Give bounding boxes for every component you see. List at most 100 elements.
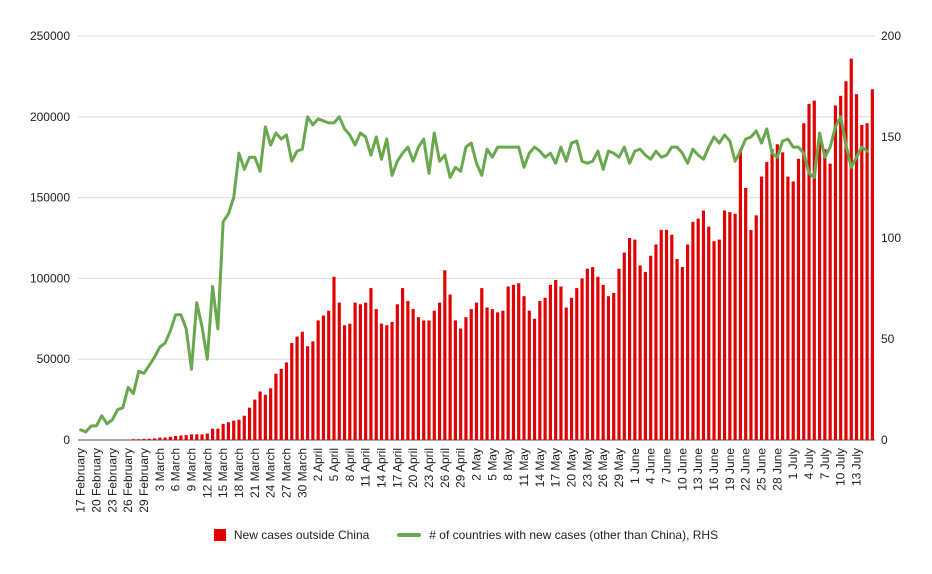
bar xyxy=(459,328,463,440)
bar xyxy=(274,373,278,440)
x-tick-label: 8 April xyxy=(343,448,357,481)
x-tick-label: 6 March xyxy=(169,448,183,491)
bar xyxy=(759,176,764,441)
x-tick-label: 20 April xyxy=(406,448,420,488)
bar xyxy=(538,301,542,440)
bar xyxy=(263,394,267,440)
bar xyxy=(606,296,611,440)
legend-swatch-bars xyxy=(213,529,226,541)
bar xyxy=(744,187,748,440)
bar xyxy=(770,149,774,440)
bar xyxy=(712,241,716,440)
bar xyxy=(337,302,341,440)
bar xyxy=(232,420,236,440)
left-axis: 0 50000 100000 150000 200000 250000 xyxy=(30,29,70,447)
x-tick-label: 23 April xyxy=(422,448,436,488)
bar xyxy=(374,309,378,440)
bar xyxy=(627,238,632,440)
bar xyxy=(754,215,758,440)
bar xyxy=(174,435,178,440)
series-line xyxy=(79,115,869,434)
left-tick-label: 0 xyxy=(63,433,70,447)
bar xyxy=(554,280,558,440)
bar xyxy=(569,297,574,440)
bar xyxy=(237,419,241,440)
bar xyxy=(216,428,220,440)
left-tick-label: 150000 xyxy=(30,191,70,205)
bar xyxy=(200,434,204,440)
bar xyxy=(564,307,568,440)
bar xyxy=(152,438,157,440)
bar xyxy=(443,270,447,440)
x-tick-label: 26 February xyxy=(121,448,135,513)
x-tick-label: 19 June xyxy=(723,448,737,491)
bar xyxy=(369,288,373,440)
bar xyxy=(496,312,500,440)
bar xyxy=(527,310,531,440)
x-tick-label: 17 May xyxy=(549,448,563,487)
x-tick-label: 27 March xyxy=(279,448,293,498)
x-tick-label: 12 March xyxy=(200,448,214,498)
bar xyxy=(353,302,357,440)
bar xyxy=(839,95,843,441)
bar xyxy=(448,294,452,440)
bar xyxy=(791,181,795,440)
legend: New cases outside China # of countries w… xyxy=(0,528,932,542)
bar xyxy=(654,244,658,440)
bar xyxy=(469,309,473,440)
bar xyxy=(205,433,209,440)
bar xyxy=(733,213,737,440)
x-tick-label: 25 June xyxy=(755,448,769,491)
bar xyxy=(163,437,167,440)
bar xyxy=(591,267,595,440)
bar xyxy=(179,435,183,440)
left-tick-label: 250000 xyxy=(30,29,70,43)
bar xyxy=(306,346,310,440)
left-tick-label: 100000 xyxy=(30,271,70,285)
x-tick-label: 14 May xyxy=(533,448,547,487)
legend-swatch-line xyxy=(397,533,422,537)
bar xyxy=(686,244,690,440)
bar xyxy=(643,271,647,440)
bar xyxy=(543,297,547,440)
x-tick-label: 8 May xyxy=(501,448,515,481)
bar xyxy=(158,437,162,440)
bar xyxy=(411,309,415,440)
x-tick-label: 4 June xyxy=(644,448,658,484)
legend-item-bars[interactable]: New cases outside China xyxy=(213,528,370,542)
bar xyxy=(284,362,289,440)
x-tick-label: 23 May xyxy=(580,448,594,487)
bar xyxy=(137,439,141,440)
x-tick-label: 28 June xyxy=(770,448,784,491)
x-tick-label: 15 March xyxy=(216,448,230,498)
bar xyxy=(707,226,711,440)
bar xyxy=(485,307,489,440)
bar xyxy=(786,176,790,441)
bar xyxy=(390,322,394,440)
bar xyxy=(290,343,294,440)
bar xyxy=(511,284,516,440)
bar xyxy=(416,317,421,440)
legend-item-line[interactable]: # of countries with new cases (other tha… xyxy=(397,528,718,542)
bar xyxy=(738,149,742,440)
bar xyxy=(854,94,859,441)
bar xyxy=(311,341,315,440)
bar xyxy=(332,276,336,440)
bar xyxy=(844,81,848,441)
right-tick-label: 200 xyxy=(881,29,901,43)
bar xyxy=(575,288,579,440)
bar xyxy=(860,124,864,440)
bar xyxy=(828,163,832,440)
bar xyxy=(258,391,262,440)
bar xyxy=(765,162,769,440)
legend-label-bars: New cases outside China xyxy=(233,528,370,542)
bar xyxy=(796,158,801,441)
bar xyxy=(348,323,352,440)
bar xyxy=(865,123,869,440)
x-tick-label: 17 February xyxy=(74,448,88,513)
bar xyxy=(728,212,732,440)
bar xyxy=(221,423,225,440)
x-tick-label: 30 March xyxy=(295,448,309,498)
x-tick-label: 9 March xyxy=(184,448,198,491)
bar xyxy=(506,286,510,440)
